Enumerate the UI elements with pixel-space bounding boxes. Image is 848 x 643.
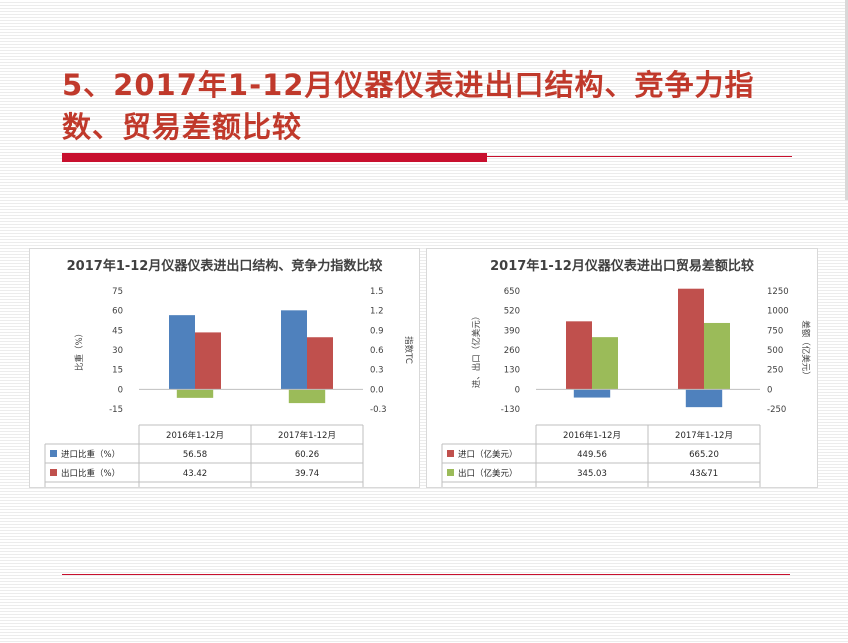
category-label: 2016年1-12月 [166,430,224,441]
legend-label: 出口（亿美元） [458,468,518,479]
bar-b [704,322,730,390]
y-axis-label: 比重（%） [74,329,85,371]
bar-a [566,321,592,390]
bar-b [592,337,618,390]
y2-tick-label: 250 [767,366,783,376]
y2-tick-label: 1.5 [370,287,384,297]
bar-a [169,315,195,390]
y2-tick-label: 750 [767,326,783,336]
bar-index [288,389,326,404]
data-value-label: 665.20 [689,450,719,460]
y-tick-label: 260 [504,346,520,356]
y-tick-label: 0 [515,385,520,395]
y-axis-label: 进、出口（亿美元） [471,312,482,389]
y2-tick-label: 0 [767,385,772,395]
y-tick-label: 650 [504,287,520,297]
y2-axis-label: 指数TC [403,336,414,364]
y-tick-label: 15 [112,366,123,376]
title-underline-rule [487,156,792,157]
y2-tick-label: 0.3 [370,366,384,376]
y2-tick-label: -0.3 [370,405,387,415]
y-tick-label: -130 [501,405,520,415]
y2-tick-label: 1.2 [370,307,384,317]
bar-b [195,332,221,390]
balance-chart-svg: 2017年1-12月仪器仪表进出口贸易差额比较 650 520 390 260 130 0 -… [441,258,811,487]
slide-edge-border [845,0,848,200]
y2-tick-label: -250 [767,405,786,415]
y2-tick-label: 1250 [767,287,789,297]
y-tick-label: 390 [504,326,520,336]
y2-tick-label: 0.9 [370,326,384,336]
legend-label: 出口比重（%） [61,468,120,479]
y2-tick-label: 1000 [767,307,789,317]
y2-tick-label: 0.0 [370,385,384,395]
footer-rule [62,574,790,575]
y-tick-label: -15 [109,405,123,415]
chart-title: 2017年1-12月仪器仪表进出口结构、竞争力指数比较 [67,258,383,274]
legend-swatch [447,450,454,457]
chart-panel-balance: 2017年1-12月仪器仪表进出口贸易差额比较 650 520 390 260 130 0 -… [426,248,818,488]
y-tick-label: 75 [112,287,123,297]
legend-swatch [50,469,57,476]
data-value-label: 43.42 [183,469,207,479]
bar-a [281,310,307,390]
bar-index [573,389,611,398]
legend-label: 进口比重（%） [61,449,120,460]
category-label: 2017年1-12月 [675,430,733,441]
data-value-label: 60.26 [295,450,319,460]
bar-a [678,288,704,390]
legend-swatch [50,450,57,457]
data-value-label: 56.58 [183,450,207,460]
y-tick-label: 130 [504,366,520,376]
y-tick-label: 30 [112,346,123,356]
title-underline-bar [62,153,487,162]
data-value-label: 345.03 [577,469,607,479]
slide-title: 5、2017年1-12月仪器仪表进出口结构、竞争力指数、贸易差额比较 [62,68,755,144]
y2-axis-label: 差额（亿美元） [800,320,811,380]
y2-tick-label: 500 [767,346,783,356]
y-tick-label: 60 [112,307,123,317]
structure-chart-svg: 2017年1-12月仪器仪表进出口结构、竞争力指数比较 75 60 45 30 15 0 -1… [44,258,414,487]
y2-tick-label: 0.6 [370,346,384,356]
legend-swatch [447,469,454,476]
data-value-label: 43&71 [690,469,718,479]
chart-panel-structure: 2017年1-12月仪器仪表进出口结构、竞争力指数比较 75 60 45 30 15 0 -1… [29,248,420,488]
bar-b [307,337,333,390]
bar-index [685,389,723,408]
data-value-label: 39.74 [295,469,319,479]
chart-title: 2017年1-12月仪器仪表进出口贸易差额比较 [490,258,754,274]
y-tick-label: 520 [504,307,520,317]
data-value-label: 449.56 [577,450,607,460]
category-label: 2016年1-12月 [563,430,621,441]
y-tick-label: 0 [118,385,123,395]
y-tick-label: 45 [112,326,123,336]
bar-index [176,389,214,398]
category-label: 2017年1-12月 [278,430,336,441]
legend-label: 进口（亿美元） [458,449,518,460]
